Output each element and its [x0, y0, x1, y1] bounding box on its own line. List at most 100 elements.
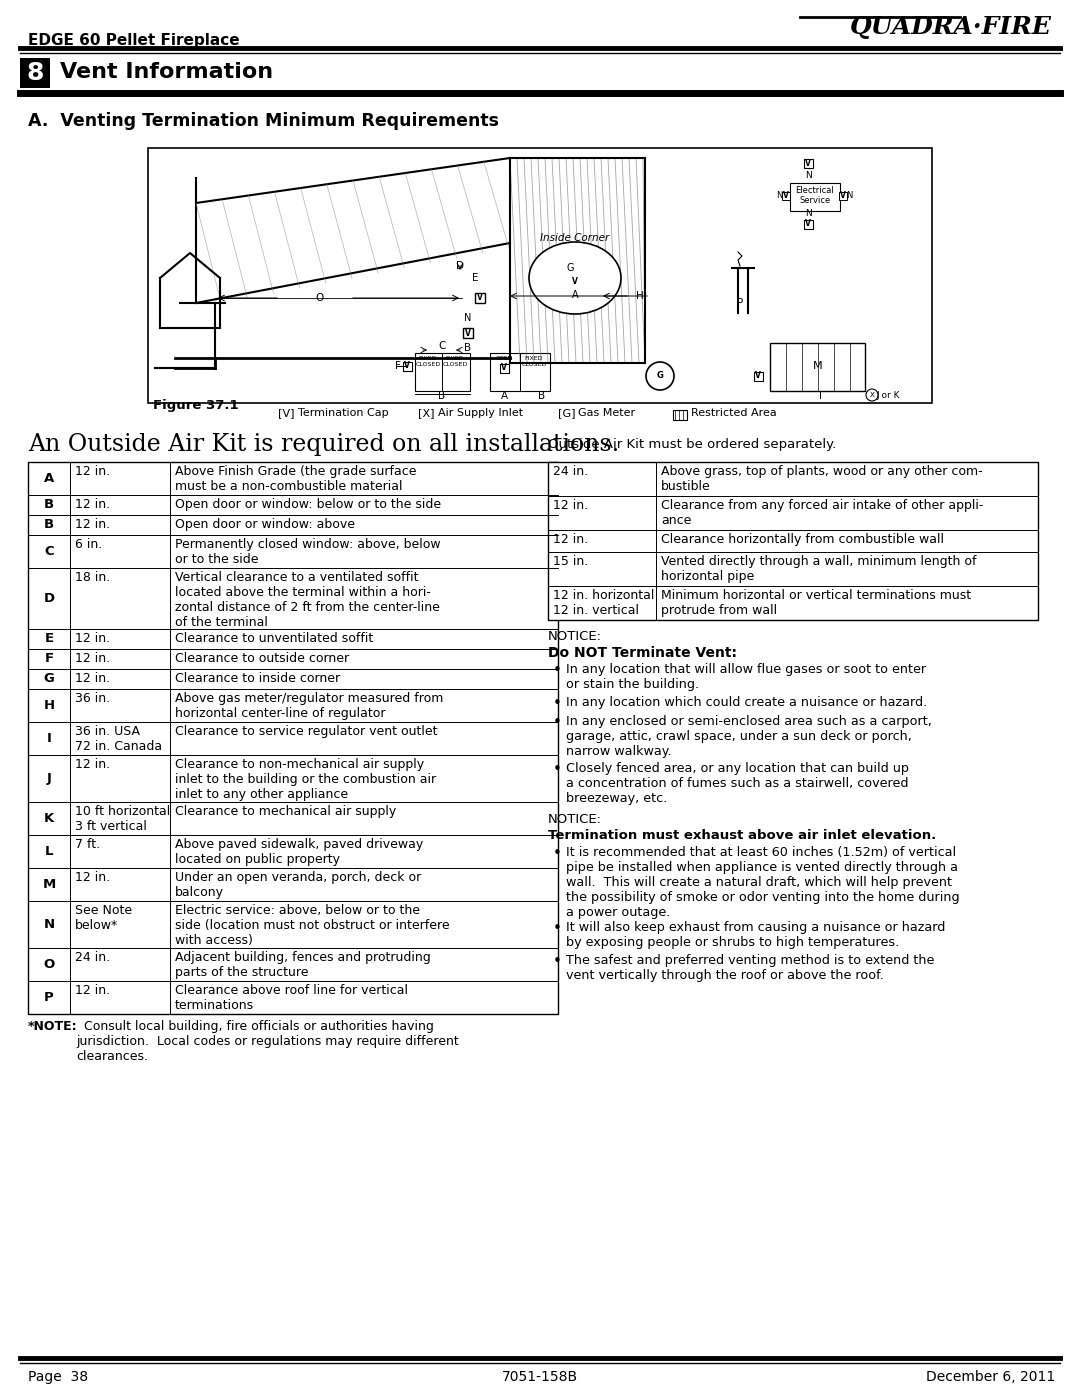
Text: O: O	[43, 958, 55, 971]
Text: Open door or window: above: Open door or window: above	[175, 518, 355, 531]
Text: Clearance to inside corner: Clearance to inside corner	[175, 672, 340, 685]
Text: N: N	[464, 313, 472, 323]
Bar	[754, 372, 762, 381]
Text: Clearance to unventilated soffit: Clearance to unventilated soffit	[175, 631, 374, 645]
Text: V: V	[404, 362, 410, 370]
Text: Restricted Area: Restricted Area	[691, 408, 777, 418]
Text: 15 in.: 15 in.	[553, 555, 589, 569]
Text: J or K: J or K	[876, 391, 900, 400]
Text: D: D	[456, 261, 464, 271]
Text: V: V	[501, 363, 507, 373]
Text: P: P	[737, 298, 743, 307]
Bar	[839, 191, 847, 200]
Text: Clearance to non-mechanical air supply
inlet to the building or the combustion a: Clearance to non-mechanical air supply i…	[175, 759, 436, 800]
Text: Permanently closed window: above, below
or to the side: Permanently closed window: above, below …	[175, 538, 441, 566]
Text: N: N	[846, 191, 852, 201]
Text: H: H	[636, 291, 644, 300]
Text: C: C	[44, 545, 54, 557]
Bar	[403, 362, 411, 372]
Text: Gas Meter: Gas Meter	[578, 408, 635, 418]
Text: [V]: [V]	[278, 408, 295, 418]
Bar	[500, 365, 509, 373]
Text: Clearance from any forced air intake of other appli-
ance: Clearance from any forced air intake of …	[661, 499, 984, 527]
Text: D: D	[43, 592, 55, 605]
Text: *NOTE:: *NOTE:	[28, 1020, 78, 1032]
Text: B: B	[438, 391, 446, 401]
Text: E: E	[472, 272, 478, 284]
Text: Above paved sidewalk, paved driveway
located on public property: Above paved sidewalk, paved driveway loc…	[175, 838, 423, 866]
Text: •: •	[553, 954, 562, 970]
Text: F: F	[44, 652, 54, 665]
Text: B: B	[464, 344, 472, 353]
Text: FIXED
CLOSED: FIXED CLOSED	[522, 356, 546, 367]
Text: Vertical clearance to a ventilated soffit
located above the terminal within a ho: Vertical clearance to a ventilated soffi…	[175, 571, 440, 629]
Text: N: N	[775, 191, 782, 201]
Text: 6 in.: 6 in.	[75, 538, 103, 550]
Text: N: N	[805, 170, 811, 179]
Text: NOTICE:: NOTICE:	[548, 813, 602, 826]
Text: K: K	[44, 812, 54, 826]
Circle shape	[866, 388, 878, 401]
Text: V: V	[840, 191, 846, 201]
Text: 12 in.: 12 in.	[553, 499, 589, 511]
Text: In any location that will allow flue gases or soot to enter
or stain the buildin: In any location that will allow flue gas…	[566, 664, 927, 692]
Text: V: V	[477, 293, 483, 303]
Text: V: V	[755, 372, 761, 380]
Text: Air Supply Inlet: Air Supply Inlet	[438, 408, 523, 418]
Text: Do NOT Terminate Vent:: Do NOT Terminate Vent:	[548, 645, 737, 659]
Text: Electric service: above, below or to the
side (location must not obstruct or int: Electric service: above, below or to the…	[175, 904, 449, 947]
Text: Termination must exhaust above air inlet elevation.: Termination must exhaust above air inlet…	[548, 828, 936, 842]
Text: 12 in.: 12 in.	[75, 870, 110, 884]
Text: V: V	[572, 277, 578, 285]
Text: L: L	[44, 845, 53, 858]
Text: M: M	[42, 877, 56, 891]
Text: B: B	[539, 391, 545, 401]
Bar	[804, 159, 813, 168]
Text: 12 in.: 12 in.	[75, 497, 110, 511]
Text: Termination Cap: Termination Cap	[298, 408, 389, 418]
Text: EDGE 60 Pellet Fireplace: EDGE 60 Pellet Fireplace	[28, 34, 240, 47]
Text: P: P	[44, 990, 54, 1004]
Text: Above gas meter/regulator measured from
horizontal center-line of regulator: Above gas meter/regulator measured from …	[175, 692, 444, 719]
Text: 12 in.: 12 in.	[75, 518, 110, 531]
Text: 7 ft.: 7 ft.	[75, 838, 100, 851]
Text: 36 in. USA
72 in. Canada: 36 in. USA 72 in. Canada	[75, 725, 162, 753]
Text: 7051-158B: 7051-158B	[502, 1370, 578, 1384]
Bar	[148, 148, 932, 402]
Bar	[415, 353, 470, 391]
Text: V: V	[783, 191, 788, 201]
Text: [X]: [X]	[418, 408, 434, 418]
Text: F: F	[395, 360, 401, 372]
Bar	[770, 344, 865, 391]
Text: Vent Information: Vent Information	[60, 61, 273, 82]
Text: It will also keep exhaust from causing a nuisance or hazard
by exposing people o: It will also keep exhaust from causing a…	[566, 921, 945, 949]
Text: Inside Corner: Inside Corner	[540, 233, 609, 243]
Text: Minimum horizontal or vertical terminations must
protrude from wall: Minimum horizontal or vertical terminati…	[661, 590, 971, 617]
Text: Under an open veranda, porch, deck or
balcony: Under an open veranda, porch, deck or ba…	[175, 870, 421, 900]
Bar	[782, 191, 789, 200]
Text: Outside Air Kit must be ordered separately.: Outside Air Kit must be ordered separate…	[548, 439, 836, 451]
Text: •: •	[553, 696, 562, 711]
Text: 12 in.: 12 in.	[75, 631, 110, 645]
Text: The safest and preferred venting method is to extend the
vent vertically through: The safest and preferred venting method …	[566, 954, 934, 982]
Text: V: V	[465, 328, 471, 338]
Text: X: X	[869, 393, 875, 398]
Text: 12 in.: 12 in.	[75, 465, 110, 478]
Text: I: I	[819, 391, 822, 401]
Text: Closely fenced area, or any location that can build up
a concentration of fumes : Closely fenced area, or any location tha…	[566, 761, 909, 805]
Text: 36 in.: 36 in.	[75, 692, 110, 705]
Bar	[571, 277, 580, 286]
Text: B: B	[44, 499, 54, 511]
Bar	[804, 219, 813, 229]
Text: See Note
below*: See Note below*	[75, 904, 132, 932]
Text: Consult local building, fire officials or authorities having
jurisdiction.  Loca: Consult local building, fire officials o…	[76, 1020, 459, 1063]
Text: 12 in.: 12 in.	[553, 534, 589, 546]
Text: J: J	[46, 773, 52, 785]
Text: Page  38: Page 38	[28, 1370, 89, 1384]
Text: FIXED
CLOSED: FIXED CLOSED	[443, 356, 468, 367]
Text: Clearance to outside corner: Clearance to outside corner	[175, 652, 349, 665]
Text: O: O	[315, 293, 324, 303]
Text: N: N	[43, 918, 55, 930]
Text: 12 in.: 12 in.	[75, 672, 110, 685]
Text: G: G	[566, 263, 573, 272]
